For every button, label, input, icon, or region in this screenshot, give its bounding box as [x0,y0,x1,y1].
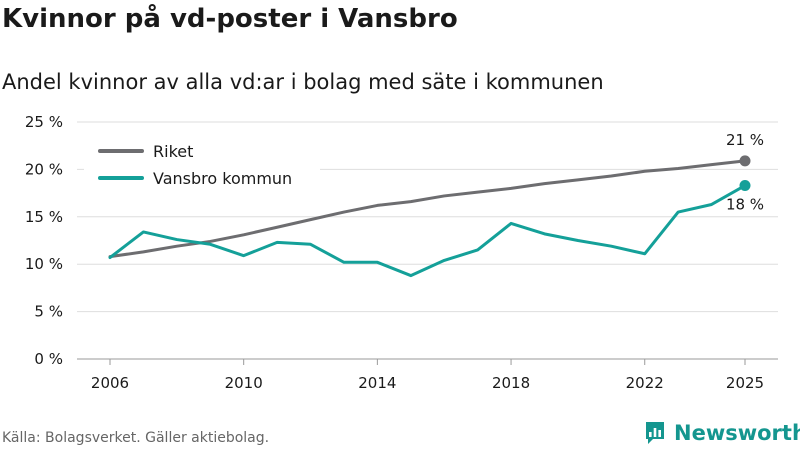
legend-background [84,132,320,194]
y-tick-label: 0 % [34,350,63,368]
legend: Riket Vansbro kommun [84,132,320,194]
x-tick-label: 2018 [492,374,530,392]
x-tick-label: 2010 [225,374,263,392]
source-note: Källa: Bolagsverket. Gäller aktiebolag. [2,430,270,446]
end-value-label-vansbro-kommun: 18 % [726,196,764,214]
legend-label-riket: Riket [153,142,193,161]
chart-title: Kvinnor på vd-poster i Vansbro [2,4,458,34]
y-tick-label: 25 % [25,113,63,131]
legend-label-vansbro-kommun: Vansbro kommun [153,169,292,188]
x-tick-label: 2006 [91,374,129,392]
y-tick-label: 20 % [25,160,63,178]
y-tick-label: 10 % [25,255,63,273]
end-value-label-riket: 21 % [726,131,764,149]
brand-name: Newsworthy [674,421,800,445]
series-lines: 21 % 18 % [108,131,764,278]
x-axis: 2006 2010 2014 2018 2022 2025 [91,359,764,392]
end-point-riket [739,155,751,167]
chart-subtitle: Andel kvinnor av alla vd:ar i bolag med … [2,70,604,94]
x-tick-label: 2022 [626,374,664,392]
series-line-riket [108,159,747,259]
y-tick-label: 5 % [34,303,63,321]
y-axis-tick-labels: 0 % 5 % 10 % 15 % 20 % 25 % [25,113,63,368]
x-tick-label: 2014 [358,374,396,392]
y-tick-label: 15 % [25,208,63,226]
brand: Newsworthy [644,420,800,446]
end-point-vansbro-kommun [739,180,751,192]
newsworthy-logo-icon [646,422,664,444]
series-line-vansbro-kommun [108,184,747,278]
x-tick-label: 2025 [726,374,764,392]
